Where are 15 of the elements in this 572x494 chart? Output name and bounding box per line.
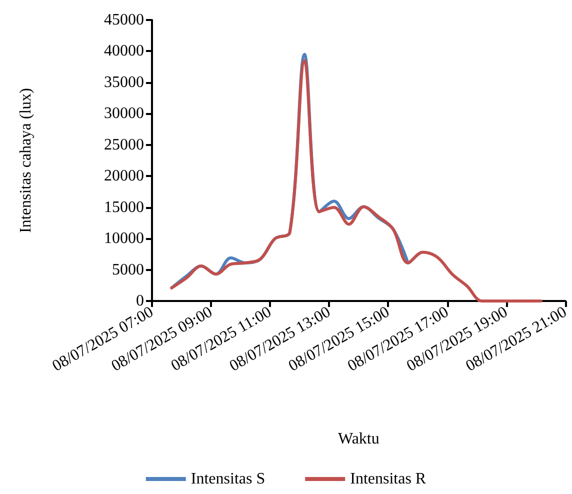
y-tick-label: 45000: [104, 12, 144, 28]
y-tick-label: 5000: [112, 261, 144, 278]
y-tick-label: 25000: [104, 136, 144, 154]
legend-label: Intensitas R: [350, 470, 426, 488]
x-axis-title: Waktu: [338, 430, 380, 448]
y-tick-label: 10000: [104, 230, 144, 248]
y-axis-title: Intensitas cahaya (lux): [18, 88, 34, 233]
y-tick-label: 35000: [104, 74, 144, 91]
y-tick-label: 20000: [104, 168, 144, 185]
line-series: [170, 59, 542, 302]
y-tick-label: 15000: [104, 198, 144, 216]
y-tick-label: 30000: [104, 105, 144, 122]
y-tick-label: 0: [136, 292, 144, 310]
legend-label: Intensitas S: [190, 470, 266, 488]
y-tick-label: 40000: [104, 42, 144, 60]
